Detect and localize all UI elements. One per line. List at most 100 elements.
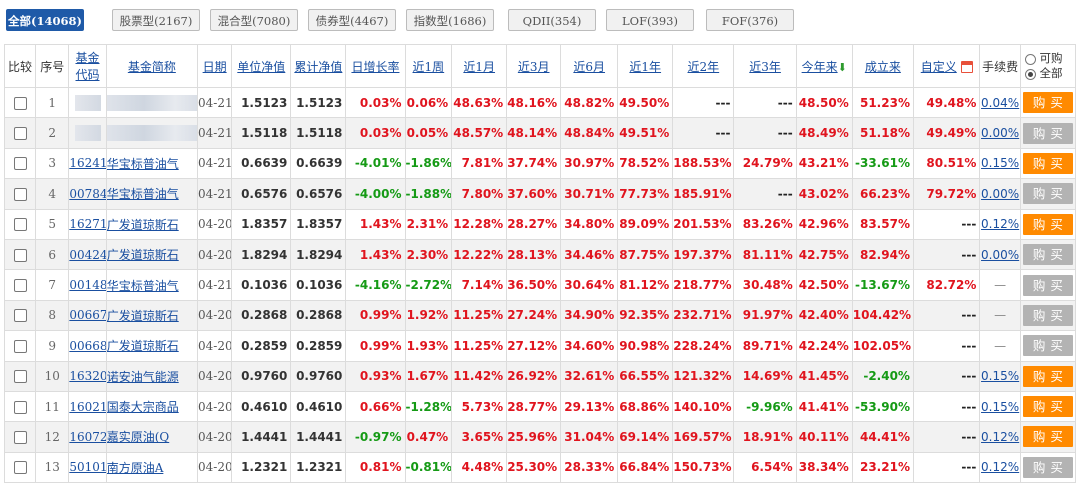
fund-code-link[interactable]: 006679: [69, 308, 105, 323]
sort-name-link[interactable]: 基金简称: [127, 59, 176, 74]
tab-hybrid[interactable]: 混合型(7080): [210, 9, 298, 31]
col-since[interactable]: 成立来: [851, 44, 914, 88]
buy-cell[interactable]: 购买: [1019, 208, 1077, 240]
fund-name-link[interactable]: 南方原油A: [106, 460, 164, 475]
fee-rate-link[interactable]: 0.12%: [981, 429, 1020, 444]
col-6m[interactable]: 近6月: [560, 44, 619, 88]
compare-checkbox-cell[interactable]: [3, 117, 37, 149]
col-2y[interactable]: 近2年: [672, 44, 735, 88]
col-3y[interactable]: 近3年: [733, 44, 797, 88]
sort-ytd-link[interactable]: 今年来: [801, 59, 838, 74]
fee-rate-link[interactable]: 0.15%: [981, 399, 1020, 414]
compare-checkbox-cell[interactable]: [3, 451, 37, 484]
compare-checkbox-cell[interactable]: [3, 330, 37, 362]
sort-6m-link[interactable]: 近6月: [573, 59, 606, 74]
compare-checkbox-cell[interactable]: [3, 238, 37, 271]
sort-3y-link[interactable]: 近3年: [749, 59, 781, 74]
fee-rate[interactable]: 0.12%: [979, 421, 1021, 453]
fund-code-link[interactable]: 004243: [69, 247, 105, 262]
fee-rate-link[interactable]: 0.00%: [981, 126, 1020, 141]
compare-checkbox[interactable]: [13, 339, 27, 353]
buy-cell[interactable]: 购买: [1019, 360, 1077, 392]
tab-stock[interactable]: 股票型(2167): [112, 9, 200, 31]
compare-checkbox-cell[interactable]: [3, 178, 37, 210]
fund-code[interactable]: 001481: [68, 269, 107, 301]
col-1y[interactable]: 近1年: [617, 44, 674, 88]
fee-rate-link[interactable]: 0.12%: [981, 460, 1020, 475]
fee-rate-link[interactable]: 0.15%: [981, 156, 1020, 171]
buy-cell[interactable]: 购买: [1019, 390, 1077, 423]
fund-name-link[interactable]: 广发道琼斯石: [106, 339, 179, 354]
fund-code-link[interactable]: 160216: [69, 399, 105, 414]
fund-name[interactable]: 华宝标普油气: [105, 147, 199, 180]
fund-name-link[interactable]: 嘉实原油(Q: [106, 430, 170, 445]
fund-name-link[interactable]: 国泰大宗商品: [106, 400, 179, 415]
buy-button[interactable]: 购买: [1022, 456, 1073, 478]
fund-name[interactable]: 南方原油A: [105, 451, 199, 484]
buy-cell[interactable]: 购买: [1019, 269, 1077, 301]
fund-name[interactable]: 诺安油气能源: [105, 360, 199, 392]
buy-button[interactable]: 购买: [1022, 335, 1073, 357]
radio-buyable[interactable]: [1024, 53, 1036, 65]
tab-fof[interactable]: FOF(376): [706, 9, 794, 31]
buy-button[interactable]: 购买: [1022, 304, 1073, 326]
fund-code-link[interactable]: 162719: [69, 217, 105, 232]
buy-cell[interactable]: 购买: [1019, 299, 1077, 332]
fund-code-link[interactable]: 001481: [69, 278, 105, 293]
compare-checkbox-cell[interactable]: [3, 390, 37, 423]
sort-since-link[interactable]: 成立来: [864, 59, 901, 74]
buy-cell[interactable]: 购买: [1019, 330, 1077, 362]
compare-checkbox[interactable]: [13, 127, 27, 141]
fee-rate[interactable]: 0.12%: [979, 451, 1021, 484]
compare-checkbox[interactable]: [13, 370, 27, 384]
fund-name[interactable]: 嘉实原油(Q: [105, 421, 199, 453]
tab-all[interactable]: 全部(14068): [6, 9, 84, 31]
tab-index[interactable]: 指数型(1686): [406, 9, 494, 31]
compare-checkbox[interactable]: [13, 96, 27, 110]
fund-code-link[interactable]: 007844: [69, 186, 105, 201]
fund-name-link[interactable]: 华宝标普油气: [106, 187, 179, 202]
fund-code-link[interactable]: 162411: [69, 156, 105, 171]
fund-name[interactable]: 华宝标普油气: [105, 269, 199, 301]
sort-nav-link[interactable]: 单位净值: [237, 59, 286, 74]
buy-button[interactable]: 购买: [1022, 213, 1073, 235]
fee-rate-link[interactable]: 0.00%: [981, 186, 1020, 201]
col-name[interactable]: 基金简称: [105, 44, 199, 88]
sort-daily-link[interactable]: 日增长率: [351, 59, 400, 74]
fee-rate-link[interactable]: 0.04%: [981, 95, 1020, 110]
buy-button[interactable]: 购买: [1022, 183, 1073, 205]
col-nav[interactable]: 单位净值: [231, 44, 292, 88]
fund-name[interactable]: 广发道琼斯石: [105, 330, 199, 362]
radio-all[interactable]: [1024, 68, 1036, 80]
col-custom[interactable]: 自定义: [912, 44, 981, 88]
fee-rate-link[interactable]: 0.00%: [981, 247, 1020, 262]
buy-button[interactable]: 购买: [1022, 92, 1073, 114]
fund-name-link[interactable]: 广发道琼斯石: [106, 248, 179, 263]
buy-cell[interactable]: 购买: [1019, 178, 1077, 210]
col-daily[interactable]: 日增长率: [345, 44, 406, 88]
col-ytd[interactable]: 今年来⬇: [795, 44, 853, 88]
fund-code[interactable]: 004243: [68, 238, 107, 271]
compare-checkbox-cell[interactable]: [3, 147, 37, 180]
buy-cell[interactable]: 购买: [1019, 117, 1077, 149]
compare-checkbox[interactable]: [13, 430, 27, 444]
fee-rate[interactable]: 0.00%: [979, 178, 1021, 210]
fund-code[interactable]: 007844: [68, 178, 107, 210]
buy-cell[interactable]: 购买: [1019, 421, 1077, 453]
compare-checkbox-cell[interactable]: [3, 208, 37, 240]
compare-checkbox-cell[interactable]: [3, 269, 37, 301]
fund-name[interactable]: 华宝标普油气: [105, 178, 199, 210]
fund-name[interactable]: 广发道琼斯石: [105, 238, 199, 271]
buy-button[interactable]: 购买: [1022, 152, 1073, 174]
fund-code[interactable]: 160216: [68, 390, 107, 423]
compare-checkbox[interactable]: [13, 157, 27, 171]
fund-name[interactable]: 广发道琼斯石: [105, 299, 199, 332]
fund-code-link[interactable]: 160723: [69, 429, 105, 444]
fund-code[interactable]: 162719: [68, 208, 107, 240]
col-1m[interactable]: 近1月: [451, 44, 508, 88]
fee-rate[interactable]: 0.00%: [979, 117, 1021, 149]
col-1w[interactable]: 近1周: [404, 44, 453, 88]
fund-code[interactable]: 163208: [68, 360, 107, 392]
compare-checkbox[interactable]: [13, 309, 27, 323]
fund-name-link[interactable]: 广发道琼斯石: [106, 308, 179, 323]
